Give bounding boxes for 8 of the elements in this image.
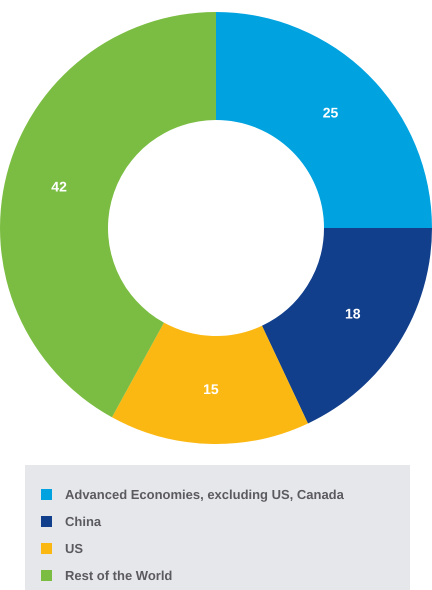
data-label: 25 bbox=[322, 104, 339, 120]
legend-label: Rest of the World bbox=[65, 568, 172, 583]
data-label: 15 bbox=[203, 380, 219, 397]
data-label: 18 bbox=[344, 306, 361, 322]
data-label: 42 bbox=[51, 178, 68, 195]
legend-label: China bbox=[65, 514, 102, 529]
legend-label: US bbox=[65, 541, 84, 556]
legend-label: Advanced Economies, excluding US, Canada bbox=[65, 487, 344, 502]
